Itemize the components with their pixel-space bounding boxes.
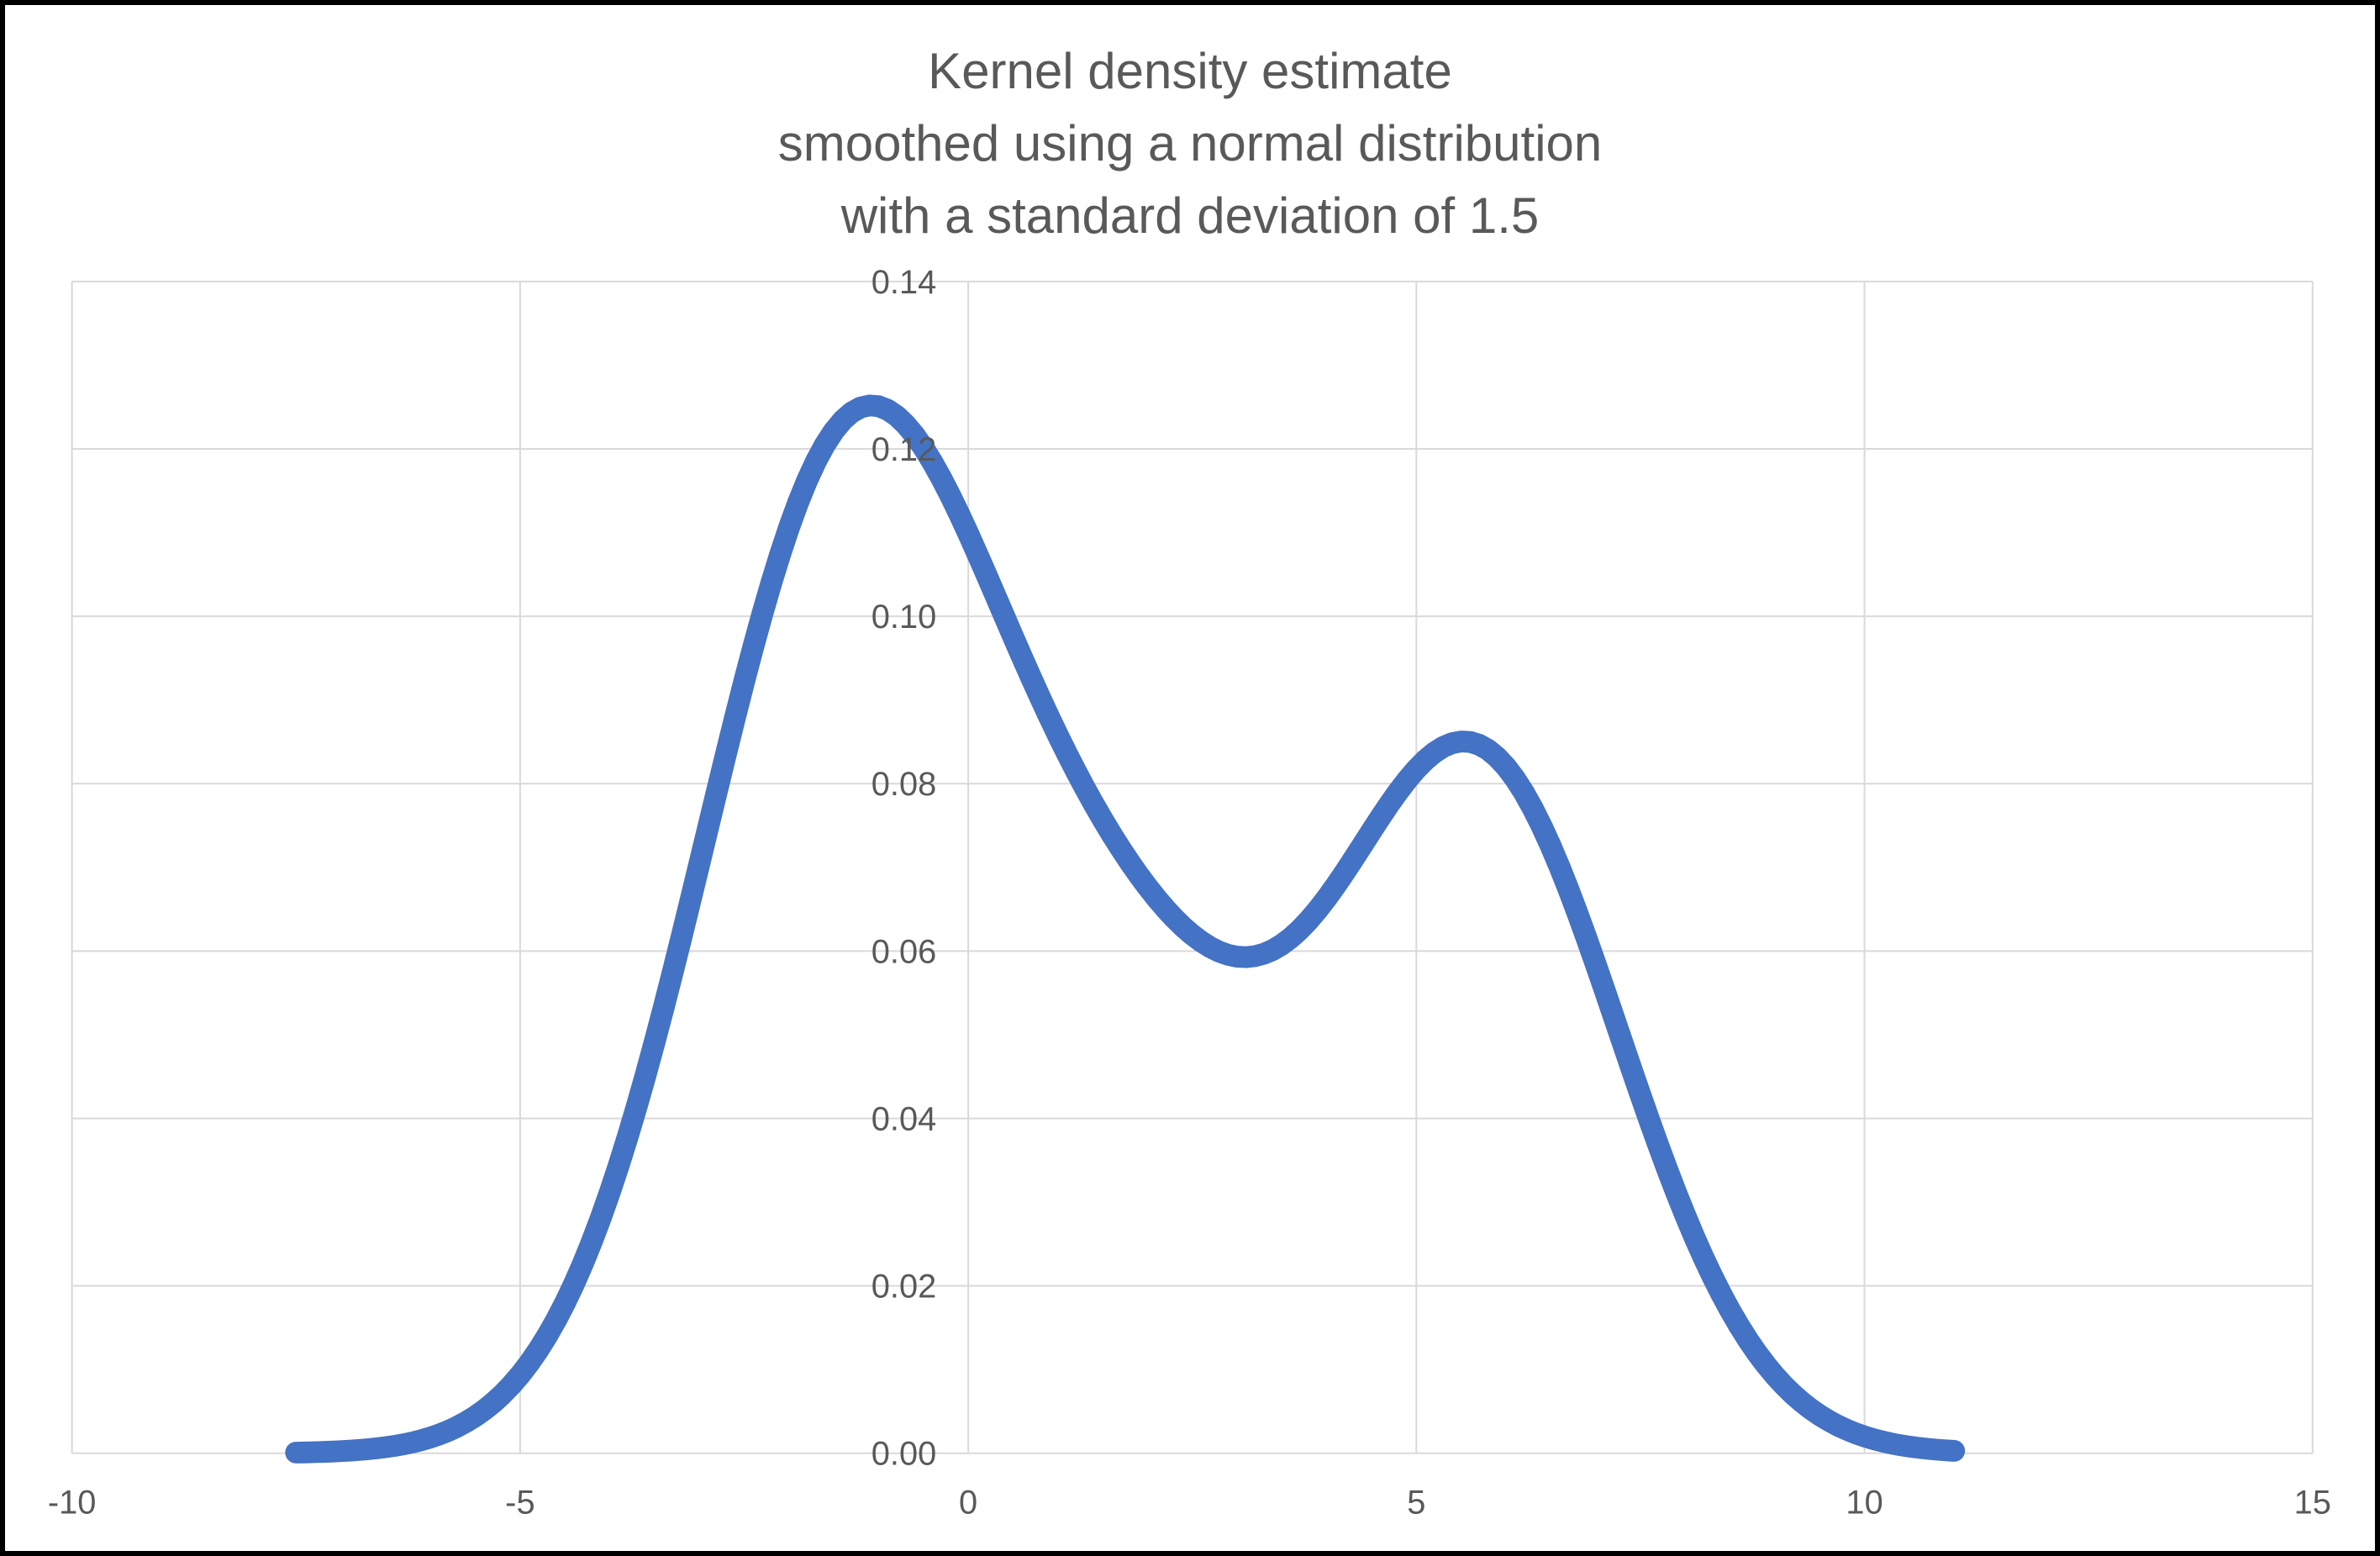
x-tick-label: 15: [2294, 1484, 2331, 1521]
kde-plot-area: -10 -5 0 5 10 15 0.00 0.02 0.04 0.06 0.08 0.10 0.12 0…: [48, 264, 2331, 1521]
y-tick-label: 0.04: [871, 1100, 936, 1137]
y-tick-label: 0.06: [871, 933, 936, 970]
x-tick-label: 0: [959, 1484, 977, 1521]
y-tick-label: 0.02: [871, 1269, 936, 1305]
x-tick-label: -5: [505, 1484, 534, 1521]
y-tick-label: 0.00: [871, 1436, 936, 1473]
x-tick-label: -10: [48, 1484, 97, 1521]
chart-title-line-1: Kernel density estimate: [928, 43, 1452, 99]
y-tick-label: 0.10: [871, 599, 936, 636]
y-tick-label: 0.14: [871, 264, 936, 301]
chart-title: Kernel density estimate smoothed using a…: [5, 35, 2375, 252]
kde-curve: [285, 394, 1966, 1464]
x-tick-label: 5: [1407, 1484, 1425, 1521]
x-tick-label: 10: [1846, 1484, 1882, 1521]
chart-title-line-2: smoothed using a normal distribution: [777, 115, 1603, 171]
gridlines: [71, 280, 2314, 1454]
chart-title-line-3: with a standard deviation of 1.5: [840, 187, 1540, 244]
y-tick-label: 0.12: [871, 431, 936, 468]
y-tick-label: 0.08: [871, 766, 936, 803]
axis-tick-labels: -10 -5 0 5 10 15 0.00 0.02 0.04 0.06 0.08 0.10 0.12 0…: [48, 264, 2331, 1521]
